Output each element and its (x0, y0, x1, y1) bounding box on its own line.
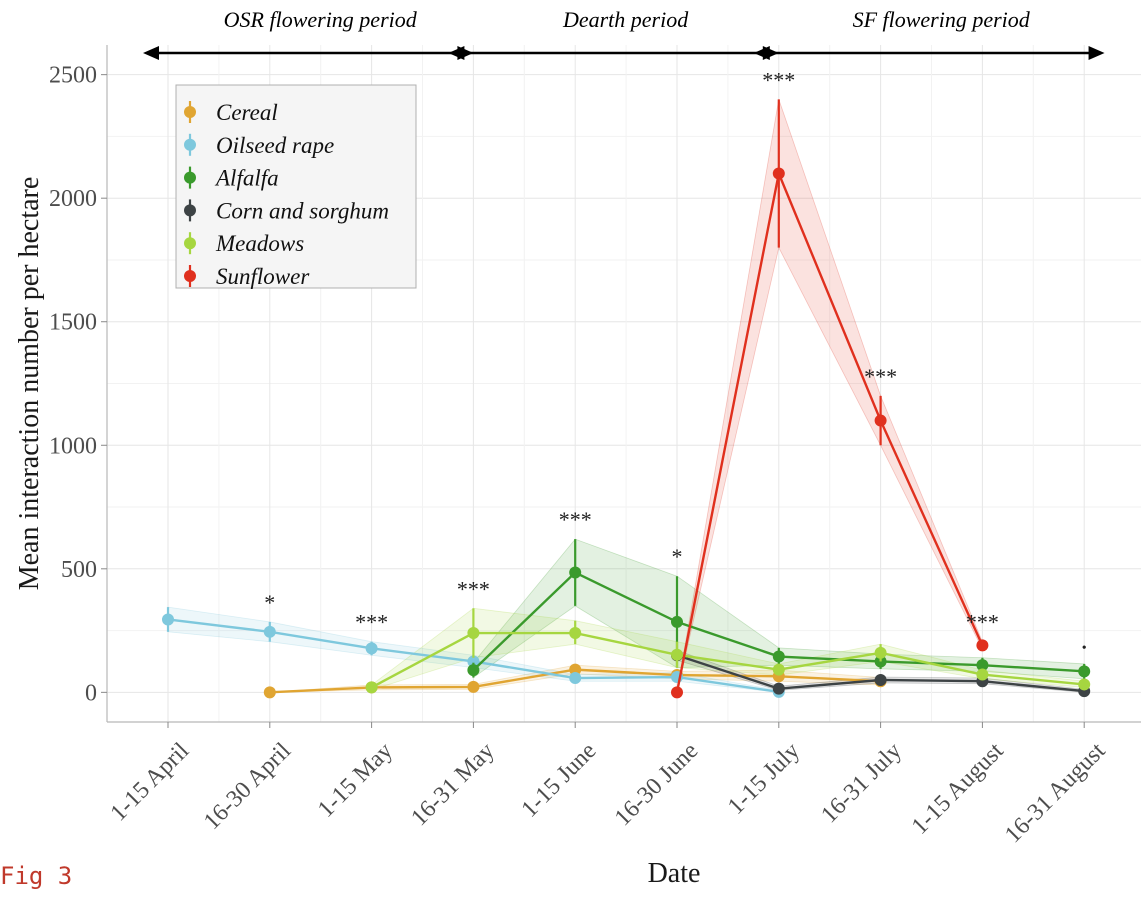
y-axis-title: Mean interaction number per hectare (14, 177, 45, 591)
annotations: OSR flowering period Dearth period SF flow… (143, 7, 1105, 656)
data-point (467, 680, 480, 693)
x-tick-label: 1-15 April (106, 738, 195, 827)
series-line (371, 631, 1085, 689)
data-point (874, 673, 887, 686)
x-axis-title: Date (648, 858, 701, 889)
legend-marker (184, 138, 196, 151)
data-point (976, 659, 989, 672)
y-tick-label: 500 (61, 557, 97, 583)
data-point (467, 627, 480, 640)
period-label: OSR flowering period (224, 7, 418, 32)
x-tick-label: 16-30 June (610, 738, 703, 831)
legend-marker (184, 106, 196, 118)
data-point (976, 639, 989, 652)
period-label: SF flowering period (853, 7, 1031, 32)
figure-label: Fig 3 (0, 862, 73, 890)
data-point (1078, 678, 1091, 691)
data-point (569, 627, 582, 640)
data-point (874, 414, 887, 427)
data-point (772, 650, 785, 663)
legend: Cereal Oilseed rape Alfalfa Corn and sorghu… (175, 84, 417, 289)
data-point (671, 648, 683, 661)
x-tick-label: 16-31 May (406, 738, 499, 831)
legend-marker (184, 237, 196, 250)
legend-marker (184, 204, 196, 217)
data-point (671, 615, 683, 628)
significance-label: *** (457, 576, 490, 601)
y-tick-label: 0 (85, 680, 97, 706)
x-tick-label: 16-31 August (1000, 738, 1111, 849)
significance-label: • (1082, 641, 1087, 656)
legend-label: Meadows (215, 231, 304, 256)
legend-label: Oilseed rape (216, 133, 334, 158)
period-arrow-head (448, 46, 465, 60)
x-tick-label: 1-15 June (517, 738, 602, 823)
data-point (671, 686, 683, 699)
data-point (467, 655, 480, 668)
period-arrow-head (1088, 46, 1105, 60)
series-lines (162, 99, 1091, 699)
legend-label: Sunflower (216, 264, 310, 289)
data-point (874, 646, 887, 659)
data-point (365, 642, 378, 655)
period-arrow-head (753, 46, 770, 60)
legend-label: Alfalfa (214, 166, 279, 191)
data-point (467, 664, 480, 677)
significance-label: *** (559, 507, 592, 532)
data-point (263, 625, 276, 638)
data-point (772, 167, 785, 180)
legend-box (175, 84, 417, 289)
data-point (569, 566, 582, 579)
significance-label: *** (762, 67, 795, 92)
x-tick-label: 1-15 May (313, 738, 398, 823)
data-point (976, 668, 989, 681)
data-point (162, 613, 174, 626)
x-tick-label: 1-15 July (723, 738, 805, 820)
x-tick-label: 16-30 April (199, 738, 296, 835)
data-point (365, 681, 378, 694)
significance-label: *** (864, 364, 897, 389)
data-point (1078, 665, 1091, 678)
x-tick-label: 1-15 August (907, 738, 1009, 840)
y-tick-label: 2000 (49, 186, 97, 212)
y-tick-label: 2500 (49, 63, 97, 89)
data-point (772, 682, 785, 695)
legend-marker (184, 171, 196, 184)
period-arrow-head (143, 46, 159, 60)
legend-label: Corn and sorghum (216, 198, 389, 223)
y-tick-label: 1500 (49, 310, 97, 336)
data-point (263, 686, 276, 699)
legend-label: Cereal (216, 100, 278, 125)
significance-label: * (672, 544, 683, 569)
significance-label: * (264, 590, 275, 615)
data-point (569, 663, 582, 676)
significance-label: *** (355, 610, 388, 635)
data-point (569, 672, 582, 685)
grid-lines (107, 45, 1141, 722)
legend-marker (184, 270, 196, 282)
period-label: Dearth period (562, 7, 689, 32)
series-line (675, 169, 984, 693)
significance-label: *** (966, 610, 999, 635)
data-point (772, 663, 785, 676)
x-tick-label: 16-31 July (816, 738, 907, 829)
y-tick-label: 1000 (49, 433, 97, 459)
